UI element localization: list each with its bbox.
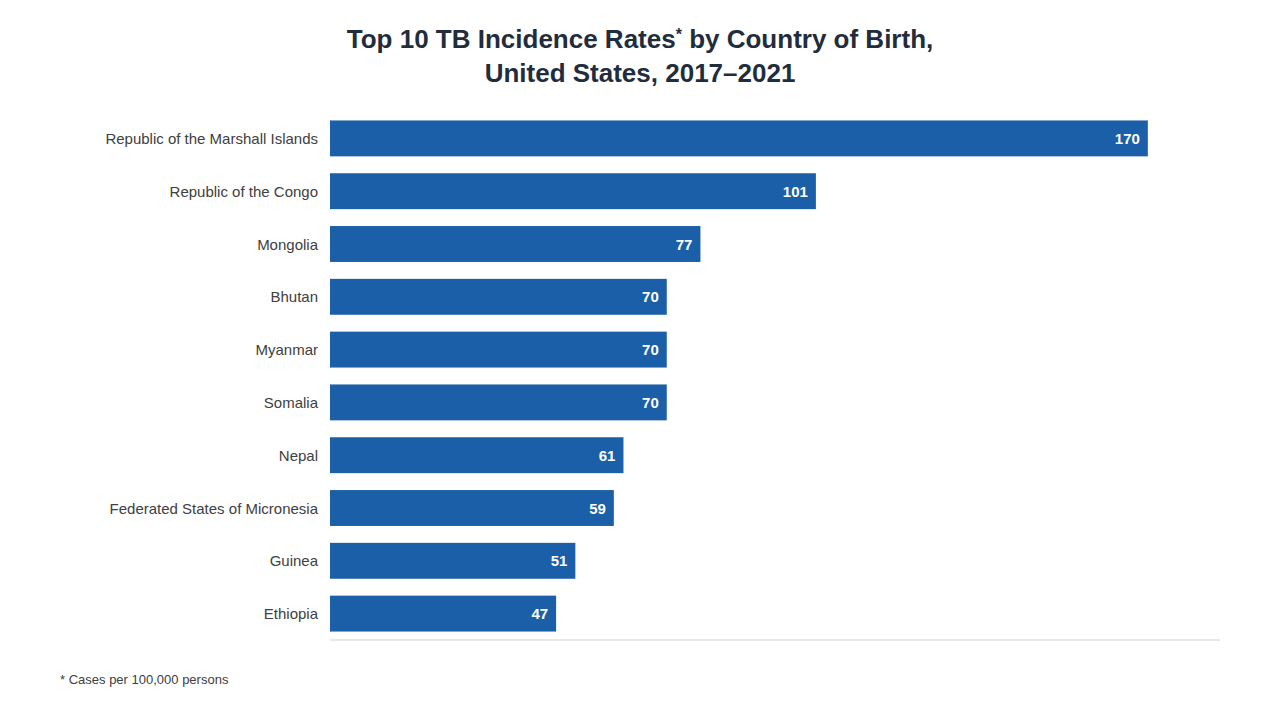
bar <box>330 332 667 368</box>
bar <box>330 437 623 473</box>
category-label: Republic of the Congo <box>170 183 318 200</box>
data-label: 59 <box>589 500 606 517</box>
category-label: Nepal <box>279 447 318 464</box>
data-label: 51 <box>551 552 568 569</box>
category-label: Guinea <box>270 552 319 569</box>
data-label: 70 <box>642 288 659 305</box>
footnote: * Cases per 100,000 persons <box>60 672 229 687</box>
bar <box>330 490 614 526</box>
bar <box>330 120 1148 156</box>
data-label: 170 <box>1115 130 1140 147</box>
x-axis-line <box>330 640 1220 641</box>
bar <box>330 173 816 209</box>
category-label: Republic of the Marshall Islands <box>105 130 318 147</box>
category-label: Mongolia <box>257 236 319 253</box>
chart-container: Top 10 TB Incidence Rates* by Country of… <box>0 0 1280 720</box>
data-label: 70 <box>642 341 659 358</box>
subtitle: United States, 2017–2021 <box>485 58 796 88</box>
category-label: Somalia <box>264 394 319 411</box>
data-label: 47 <box>531 605 548 622</box>
bar <box>330 384 667 420</box>
bar <box>330 596 556 632</box>
category-label: Ethiopia <box>264 605 319 622</box>
data-label: 101 <box>783 183 808 200</box>
data-label: 61 <box>599 447 616 464</box>
bar <box>330 543 575 579</box>
data-label: 77 <box>676 236 693 253</box>
category-label: Federated States of Micronesia <box>110 500 319 517</box>
chart: Top 10 TB Incidence Rates* by Country of… <box>0 0 1280 720</box>
title: Top 10 TB Incidence Rates* by Country of… <box>347 24 934 54</box>
background <box>0 0 1280 720</box>
data-label: 70 <box>642 394 659 411</box>
labels: Republic of the Marshall Islands 170 Repub… <box>105 130 1139 622</box>
bar <box>330 279 667 315</box>
category-label: Bhutan <box>270 288 318 305</box>
bars <box>330 120 1148 631</box>
bar <box>330 226 700 262</box>
category-label: Myanmar <box>255 341 318 358</box>
